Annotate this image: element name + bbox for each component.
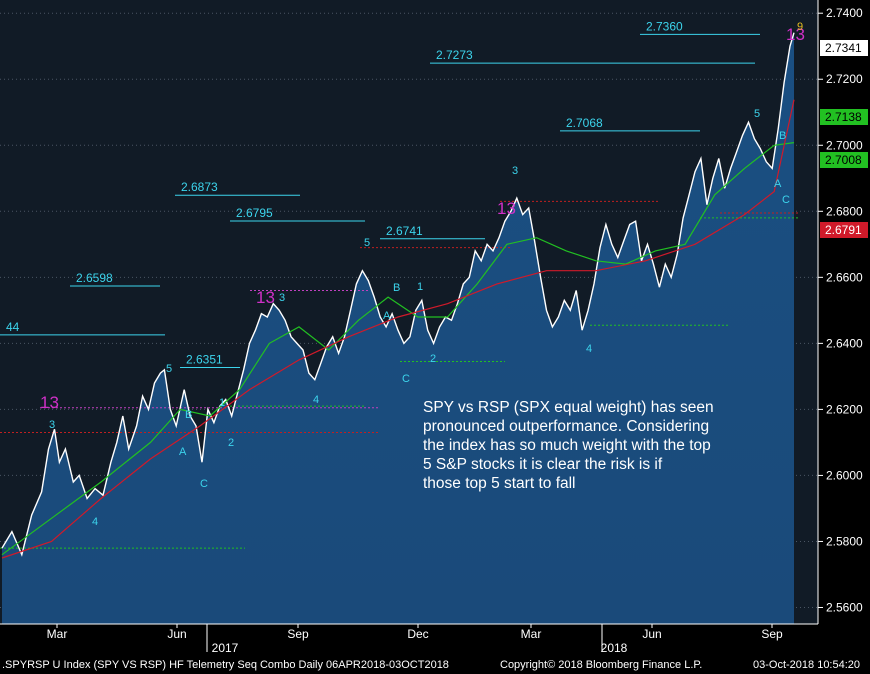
price-tag-label: 2.7138: [825, 110, 862, 124]
count-label: 4: [92, 516, 98, 528]
level-label: 2.7360: [646, 19, 683, 33]
level-label: 2.6873: [181, 180, 218, 194]
x-tick-label: Mar: [47, 627, 68, 641]
count-label: B: [185, 409, 192, 421]
count-label: 13: [40, 393, 59, 412]
count-label: 3: [512, 165, 518, 177]
annotation-text: SPY vs RSP (SPX equal weight) has seen p…: [423, 398, 763, 493]
count-label: 3: [49, 419, 55, 431]
count-label: 3: [279, 292, 285, 304]
count-label: 2: [430, 353, 436, 365]
y-tick-label: 2.6400: [826, 336, 863, 350]
price-tag-label: 2.6791: [825, 223, 862, 237]
level-lines: 2.7360 2.7273 2.7068 2.6873 2.6795 2.6741 2.65…: [0, 19, 800, 549]
count-label: C: [402, 373, 410, 385]
level-label: 2.6795: [236, 206, 273, 220]
count-label: C: [200, 478, 208, 490]
footer-copyright: Copyright© 2018 Bloomberg Finance L.P.: [500, 659, 703, 671]
y-tick-label: 2.6600: [826, 270, 863, 284]
y-tick-label: 2.7400: [826, 6, 863, 20]
price-tag-label: 2.7008: [825, 153, 862, 167]
level-label: 2.7068: [566, 116, 603, 130]
count-label: 4: [313, 394, 319, 406]
y-axis: 2.7400 2.7200 2.7000 2.6800 2.6600 2.6400 2.62…: [818, 6, 863, 614]
annotation-line: pronounced outperformance. Considering: [423, 418, 710, 435]
y-axis-panel: [819, 0, 870, 624]
count-label: A: [179, 446, 187, 458]
count-label: 4: [586, 343, 592, 355]
y-tick-label: 2.6000: [826, 468, 863, 482]
series-line: [1, 142, 795, 556]
x-axis-panel: [0, 624, 870, 656]
count-label: C: [782, 194, 790, 206]
count-label: 5: [364, 237, 370, 249]
annotation-line: the index has so much weight with the to…: [423, 437, 711, 454]
year-label: 2017: [212, 641, 239, 655]
price-tag-box: [820, 152, 868, 168]
x-axis: Mar Jun Sep Dec Mar Jun Sep 2017 2018: [47, 624, 783, 655]
count-label: 5: [166, 363, 172, 375]
price-tag-box: [820, 40, 868, 56]
series-lines: [1, 32, 795, 559]
x-tick-label: Mar: [521, 627, 542, 641]
x-tick-label: Dec: [407, 627, 428, 641]
level-label: 2.6741: [386, 224, 423, 238]
y-tick-label: 2.6800: [826, 204, 863, 218]
annotation-line: SPY vs RSP (SPX equal weight) has seen: [423, 399, 714, 416]
y-tick-label: 2.6200: [826, 402, 863, 416]
price-area-fill: [2, 32, 794, 624]
price-tag-label: 2.7341: [825, 41, 862, 55]
footer-timestamp: 03-Oct-2018 10:54:20: [753, 659, 861, 671]
count-label: A: [383, 310, 391, 322]
level-label: 2.6351: [186, 353, 223, 367]
level-label: 2.6598: [76, 271, 113, 285]
level-label: 2.7273: [436, 48, 473, 62]
count-label: 13: [256, 288, 275, 307]
x-tick-label: Sep: [287, 627, 309, 641]
count-label: 13: [786, 25, 805, 44]
y-tick-label: 2.5800: [826, 534, 863, 548]
count-label: 1: [219, 397, 225, 409]
y-tick-label: 2.7200: [826, 72, 863, 86]
x-tick-label: Sep: [761, 627, 783, 641]
count-label: 9: [797, 21, 803, 33]
year-label: 2018: [601, 641, 628, 655]
footer-security-title: .SPYRSP U Index (SPY VS RSP) HF Telemetr…: [2, 659, 449, 671]
footer-bar: .SPYRSP U Index (SPY VS RSP) HF Telemetr…: [0, 656, 870, 674]
count-label: 1: [417, 281, 423, 293]
count-label: A: [774, 178, 782, 190]
x-tick-label: Jun: [167, 627, 186, 641]
price-tag-box: [820, 222, 868, 238]
count-label: 13: [497, 199, 516, 218]
count-label: 5: [754, 108, 760, 120]
count-label: 2: [228, 437, 234, 449]
price-tag-box: [820, 109, 868, 125]
count-label: B: [393, 282, 400, 294]
y-tick-label: 2.7000: [826, 138, 863, 152]
series-line: [1, 99, 795, 559]
y-tick-label: 2.5600: [826, 600, 863, 614]
series-line: [1, 32, 795, 557]
x-tick-label: Jun: [642, 627, 661, 641]
count-label: B: [779, 130, 786, 142]
annotation-line: those top 5 start to fall: [423, 475, 576, 492]
price-tags: 2.7341 2.7138 2.7008 2.6791: [820, 40, 868, 238]
annotation-line: 5 S&P stocks it is clear the risk is if: [423, 456, 663, 473]
level-label: 44: [6, 320, 20, 334]
